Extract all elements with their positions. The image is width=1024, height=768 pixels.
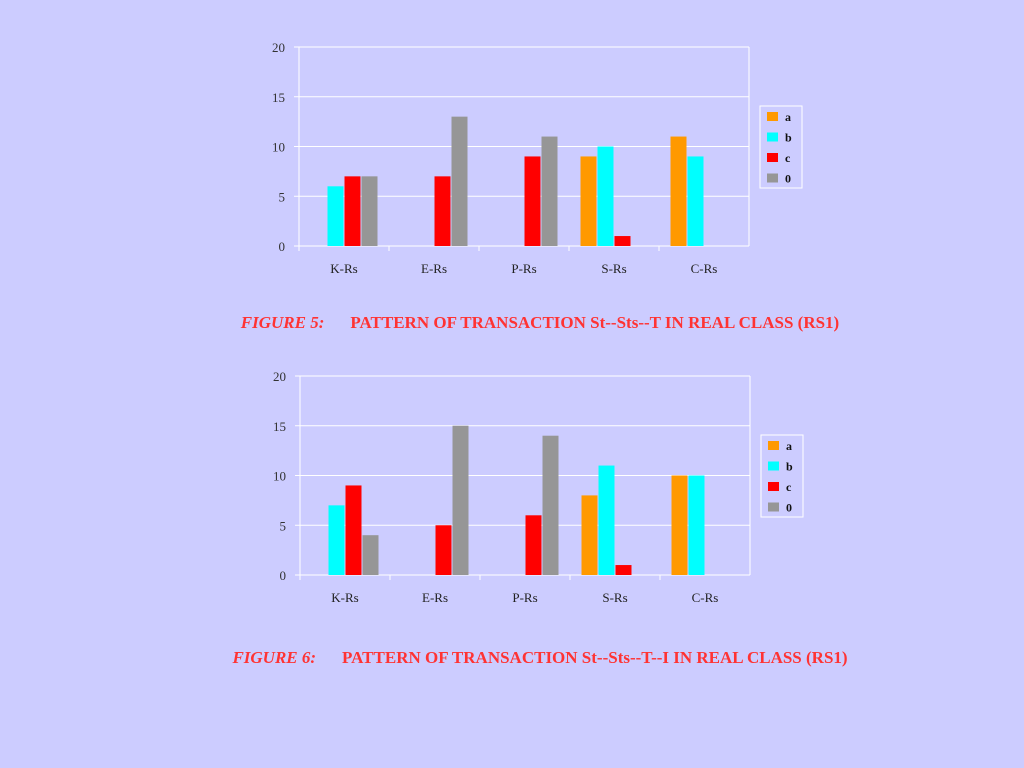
x-tick-label: S-Rs [601,261,626,276]
y-tick-label: 15 [272,90,285,105]
legend-label-0: 0 [785,172,791,186]
bar-a-C-Rs [671,475,688,575]
figure-5-chart: 0 5 10 15 20 K-Rs E-Rs P-Rs S-Rs C-Rs abc 0 [272,40,803,276]
legend-swatch-a [768,441,779,450]
bar-b-S-Rs [598,465,615,575]
x-tick-label: P-Rs [512,590,537,605]
bar-c-K-Rs [344,176,361,246]
legend-label-b: b [785,131,792,145]
legend-label-b: b [786,460,793,474]
y-tick-label: 15 [273,419,286,434]
legend [760,434,804,518]
x-tick-label: S-Rs [602,590,627,605]
y-tick-label: 20 [273,369,286,384]
x-tick-label: K-Rs [331,590,358,605]
y-tick-label: 0 [280,568,287,583]
legend-label-a: a [785,110,791,124]
y-tick-label: 5 [280,518,287,533]
bar-0-E-Rs [452,425,469,575]
legend-label-c: c [785,151,791,165]
legend-swatch-c [768,482,779,491]
x-tick-label: C-Rs [691,261,718,276]
legend-label-a: a [786,439,792,453]
legend-swatch-0 [768,502,779,512]
legend-swatch-0 [767,173,778,183]
bar-c-E-Rs [434,176,451,246]
bar-c-S-Rs [615,565,632,575]
legend-swatch-b [768,461,779,471]
bar-b-C-Rs [687,156,704,246]
y-tick-label: 10 [273,469,286,484]
bar-a-S-Rs [581,495,598,575]
legend-label-0: 0 [786,501,792,515]
figure-6-caption: FIGURE 6: PATTERN OF TRANSACTION St--Sts-… [150,648,930,668]
figure-5-title: PATTERN OF TRANSACTION St--Sts--T IN REA… [350,313,840,332]
x-tick-label: E-Rs [422,590,448,605]
figure-6-label: FIGURE 6: [232,648,317,667]
legend-swatch-a [767,112,778,121]
bar-b-K-Rs [327,186,344,246]
figure-6-title: PATTERN OF TRANSACTION St--Sts--T--I IN … [342,648,848,667]
bar-0-K-Rs [362,535,379,575]
x-tick-label: E-Rs [421,261,447,276]
figure-5-caption: FIGURE 5: PATTERN OF TRANSACTION St--Sts-… [200,311,880,335]
bar-0-K-Rs [361,176,378,246]
bar-c-E-Rs [435,525,452,575]
x-tick-label: C-Rs [692,590,719,605]
y-tick-label: 20 [272,40,285,55]
bar-c-S-Rs [614,236,631,246]
bar-a-S-Rs [580,156,597,246]
figure-6-chart: 0 5 10 15 20 K-Rs E-Rs P-Rs S-Rs C-Rs abc 0 [273,369,804,605]
legend-swatch-b [767,132,778,142]
bar-c-P-Rs [525,515,542,575]
bar-a-C-Rs [670,136,687,246]
bar-b-C-Rs [688,475,705,575]
bar-b-S-Rs [597,146,614,246]
legend [759,105,803,189]
y-tick-label: 0 [279,239,286,254]
bar-0-P-Rs [542,435,559,575]
bar-0-P-Rs [541,136,558,246]
bar-c-P-Rs [524,156,541,246]
bar-c-K-Rs [345,485,362,575]
legend-label-c: c [786,480,792,494]
bar-0-E-Rs [451,116,468,247]
bar-b-K-Rs [328,505,345,575]
x-tick-label: K-Rs [330,261,357,276]
legend-swatch-c [767,153,778,162]
x-tick-label: P-Rs [511,261,536,276]
y-tick-label: 5 [279,189,286,204]
figure-5-label: FIGURE 5: [240,313,325,332]
y-tick-label: 10 [272,140,285,155]
